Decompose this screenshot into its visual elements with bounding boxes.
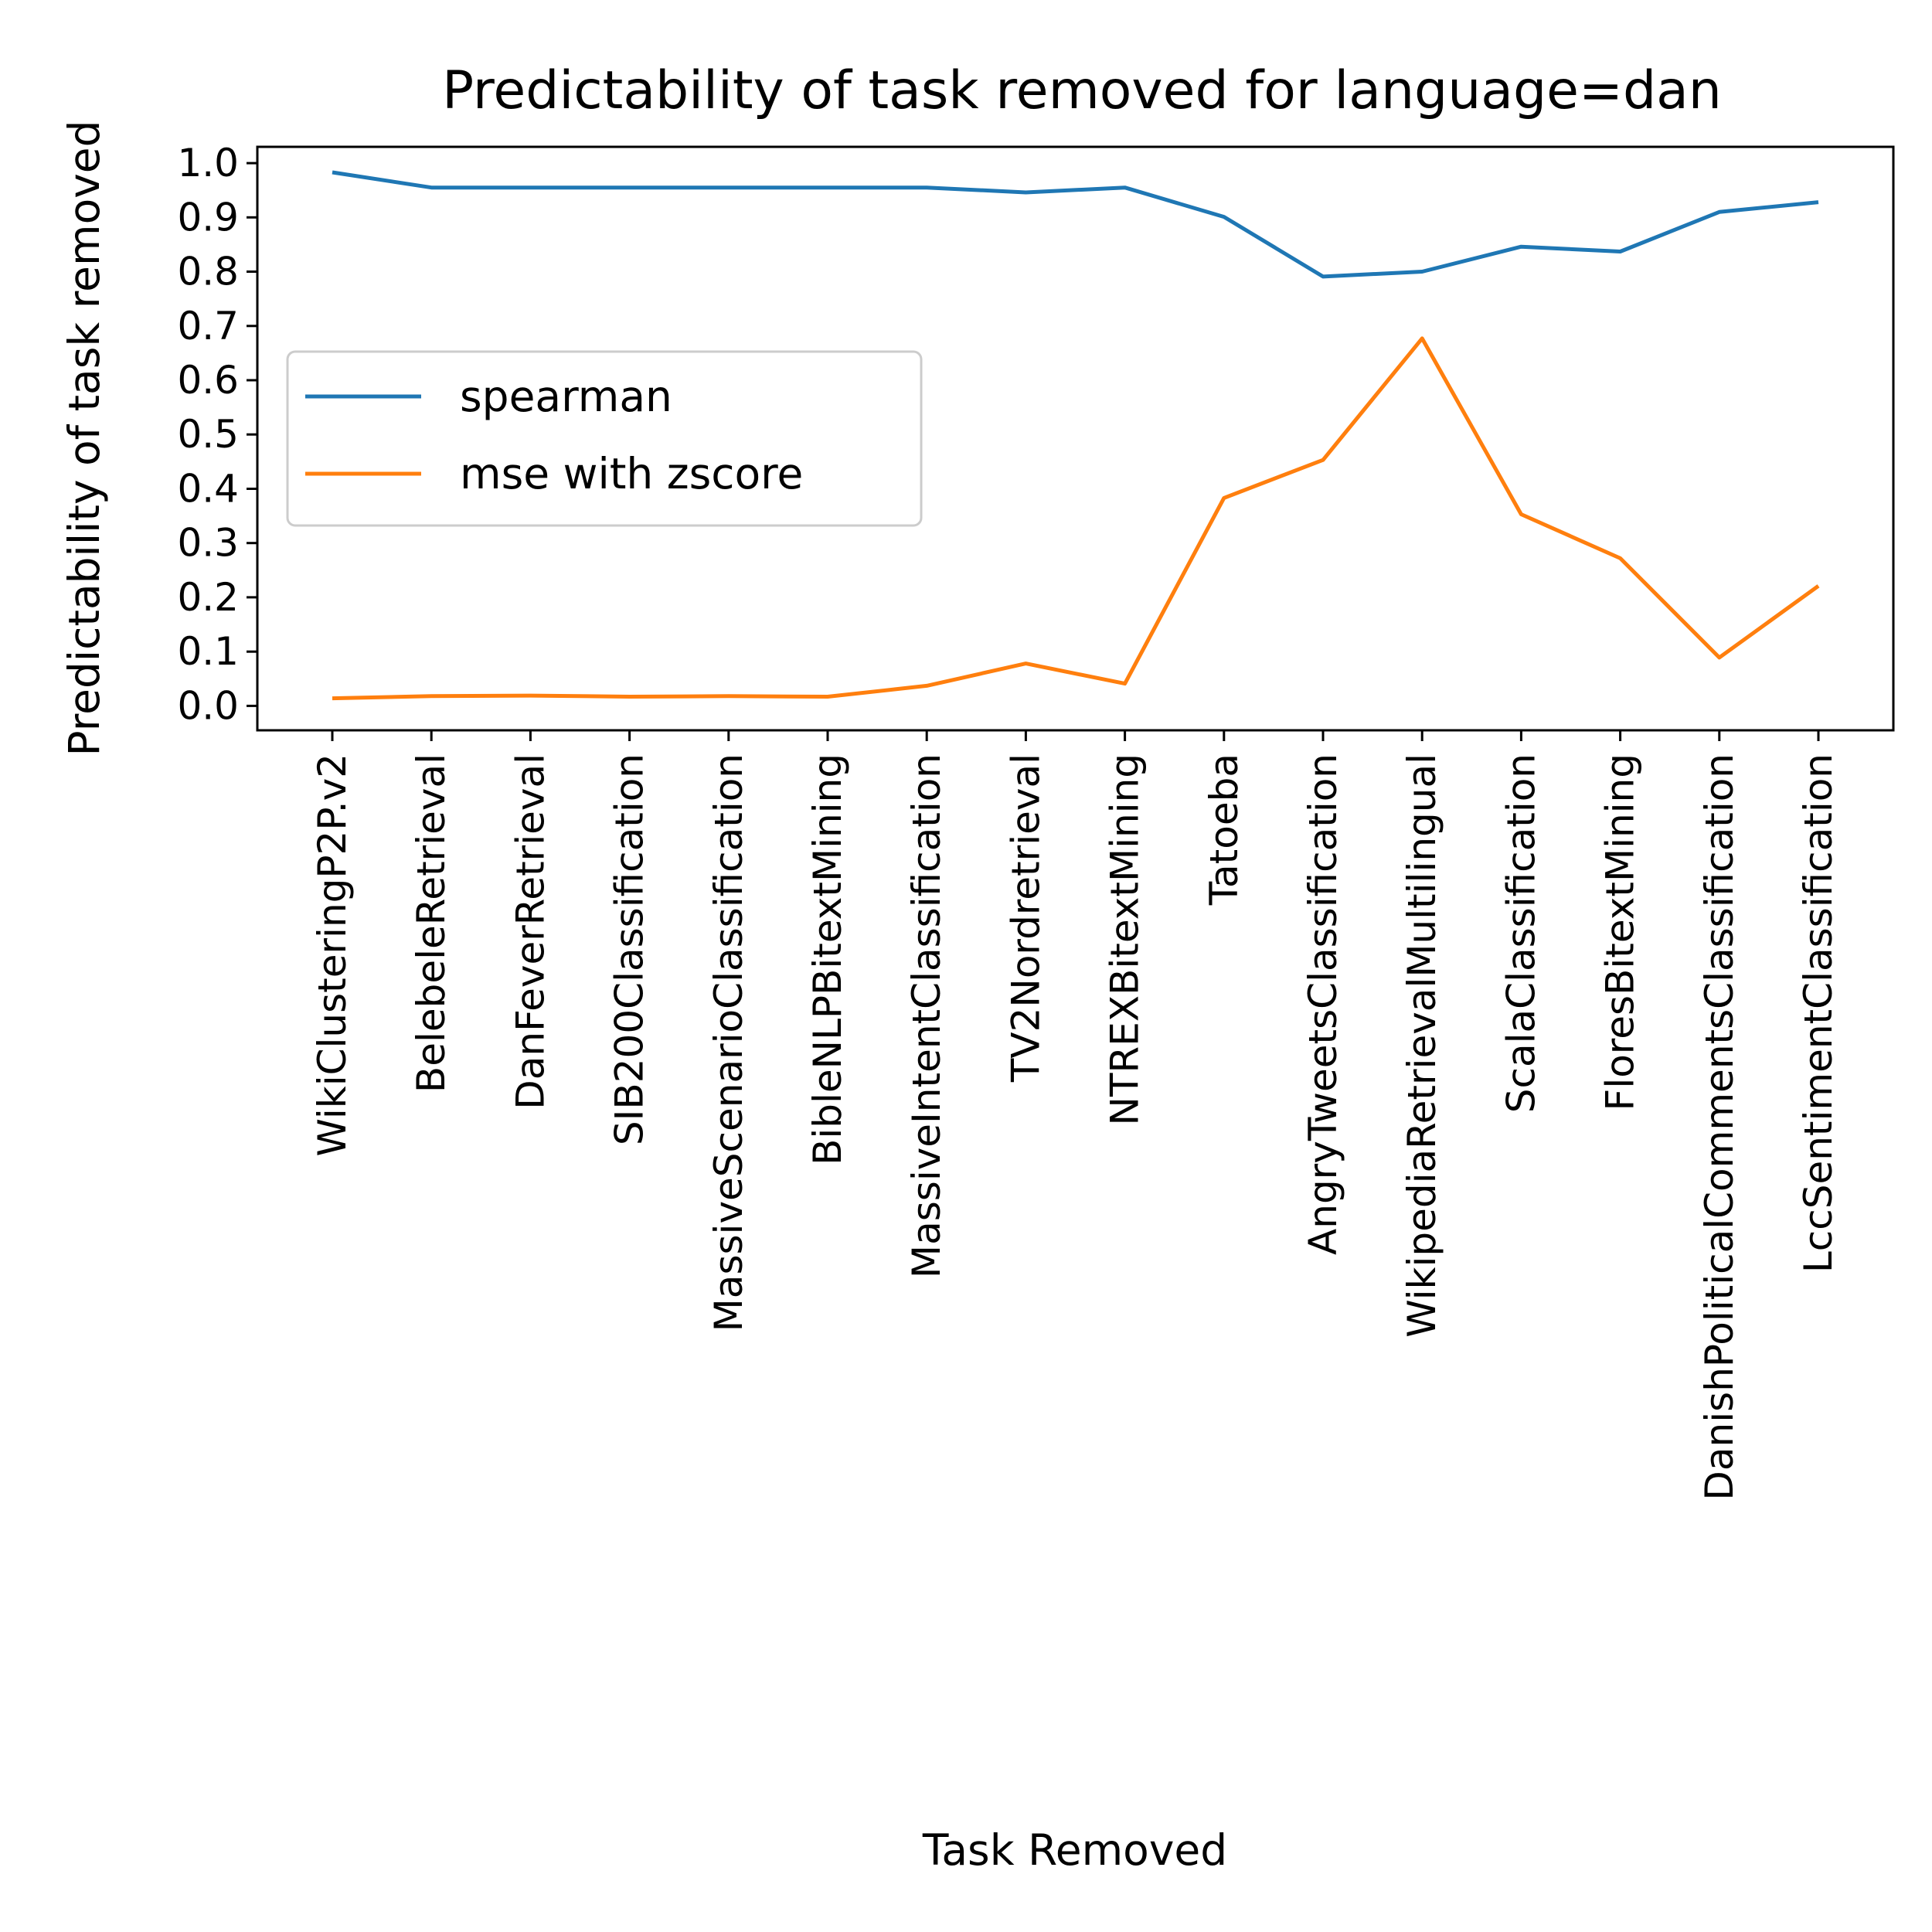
y-tick-label: 1.0 xyxy=(177,141,239,185)
chart-title: Predictability of task removed for langu… xyxy=(442,60,1722,121)
x-tick-label: MassiveIntentClassification xyxy=(904,753,949,1278)
x-tick-label: DanishPoliticalCommentsClassification xyxy=(1697,753,1742,1501)
x-tick-label: AngryTweetsClassification xyxy=(1301,753,1345,1255)
x-tick-label: BelebeleRetrieval xyxy=(409,753,454,1093)
plot-frame xyxy=(256,145,1895,732)
y-tick-label: 0.1 xyxy=(177,629,239,674)
plot-area xyxy=(332,170,1820,701)
y-tick-label: 0.4 xyxy=(177,467,239,512)
y-tick-label: 0.2 xyxy=(177,575,239,620)
x-tick-label: SIB200Classification xyxy=(607,753,652,1145)
x-tick-label: WikiClusteringP2P.v2 xyxy=(310,753,355,1156)
y-axis: 0.0 0.1 0.2 0.3 0.4 0.5 0.6 0.7 0.8 0.9 1.0 xyxy=(177,141,257,728)
x-tick-label: BibleNLPBitextMining xyxy=(805,753,850,1165)
series-line-spearman xyxy=(332,170,1819,279)
y-tick-label: 0.6 xyxy=(177,358,239,403)
legend-box xyxy=(286,350,923,527)
y-tick-label: 0.5 xyxy=(177,412,239,457)
x-tick-label: ScalaClassification xyxy=(1498,753,1543,1113)
legend-label-spearman: spearman xyxy=(460,372,672,421)
x-tick-label: Tatoeba xyxy=(1202,753,1247,906)
y-tick-label: 0.3 xyxy=(177,521,239,566)
x-tick-label: TV2Nordretrieval xyxy=(1003,753,1048,1083)
x-axis-label: Task Removed xyxy=(922,1825,1227,1875)
series-line-mse-with-zscore xyxy=(332,336,1820,701)
y-tick-label: 0.9 xyxy=(177,195,239,240)
x-tick-label: WikipediaRetrievalMultilingual xyxy=(1400,753,1444,1338)
legend: spearman mse with zscore xyxy=(286,350,923,527)
x-tick-label: MassiveScenarioClassification xyxy=(706,753,751,1332)
x-axis: WikiClusteringP2P.v2 BelebeleRetrieval Dan… xyxy=(310,730,1841,1501)
y-tick-label: 0.8 xyxy=(177,250,239,294)
y-tick-label: 0.7 xyxy=(177,304,239,349)
x-tick-label: FloresBitextMining xyxy=(1598,753,1643,1111)
x-tick-label: NTREXBitextMining xyxy=(1103,753,1148,1125)
legend-label-mse-with-zscore: mse with zscore xyxy=(460,449,803,498)
x-tick-label: DanFeverRetrieval xyxy=(508,753,553,1110)
y-axis-label: Predictability of task removed xyxy=(60,120,109,756)
y-tick-label: 0.0 xyxy=(177,683,239,728)
x-tick-label: LccSentimentClassification xyxy=(1796,753,1841,1273)
